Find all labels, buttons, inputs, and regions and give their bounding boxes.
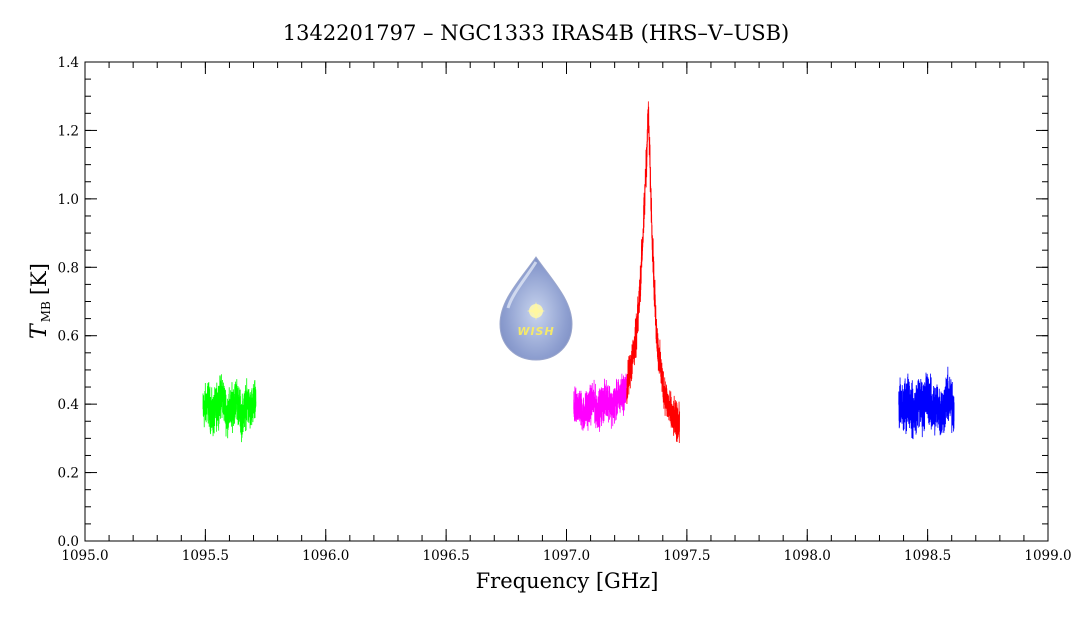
x-tick-label: 1096.5 [423, 548, 470, 564]
x-tick-labels: 1095.0 1095.5 1096.0 1096.5 1097.0 1097.5 1098… [61, 548, 1071, 564]
y-axis-symbol: T [27, 322, 52, 339]
spectrum-series-2 [626, 101, 681, 444]
y-tick-label: 0.8 [58, 260, 79, 276]
spectrum-series-0 [202, 374, 257, 443]
y-axis-unit: [K] [27, 263, 51, 295]
wish-logo: WISH [499, 256, 573, 361]
svg-text:TMB[K]: TMB [K] [27, 263, 53, 339]
x-tick-label: 1098.5 [904, 548, 951, 564]
y-tick-label: 0.4 [58, 397, 79, 413]
x-axis-label: Frequency [GHz] [476, 569, 659, 593]
spectrum-series-3 [898, 366, 955, 440]
y-tick-label: 0.6 [58, 329, 79, 345]
y-tick-label: 0.2 [58, 466, 79, 482]
x-tick-label: 1095.0 [61, 548, 108, 564]
drop-highlight [506, 261, 538, 309]
y-tick-label: 0.0 [58, 534, 79, 550]
y-axis-subscript: MB [39, 301, 53, 322]
series-layer [202, 101, 955, 444]
x-tick-label: 1097.0 [543, 548, 590, 564]
x-tick-label: 1095.5 [182, 548, 229, 564]
spectrum-series-1 [573, 373, 628, 432]
x-tick-label: 1099.0 [1024, 548, 1071, 564]
ticks-layer [84, 61, 1049, 542]
y-tick-label: 1.0 [58, 192, 79, 208]
wish-logo-text: WISH [517, 325, 554, 338]
x-tick-label: 1097.5 [663, 548, 710, 564]
y-tick-labels: 0.0 0.2 0.4 0.6 0.8 1.0 1.2 1.4 [58, 55, 79, 550]
star-icon [527, 302, 545, 320]
x-tick-label: 1096.0 [302, 548, 349, 564]
y-axis-label: TMB [K] [27, 263, 53, 339]
y-tick-label: 1.4 [58, 55, 79, 71]
y-tick-label: 1.2 [58, 123, 79, 139]
chart-title: 1342201797 – NGC1333 IRAS4B (HRS–V–USB) [283, 21, 790, 45]
x-tick-label: 1098.0 [784, 548, 831, 564]
